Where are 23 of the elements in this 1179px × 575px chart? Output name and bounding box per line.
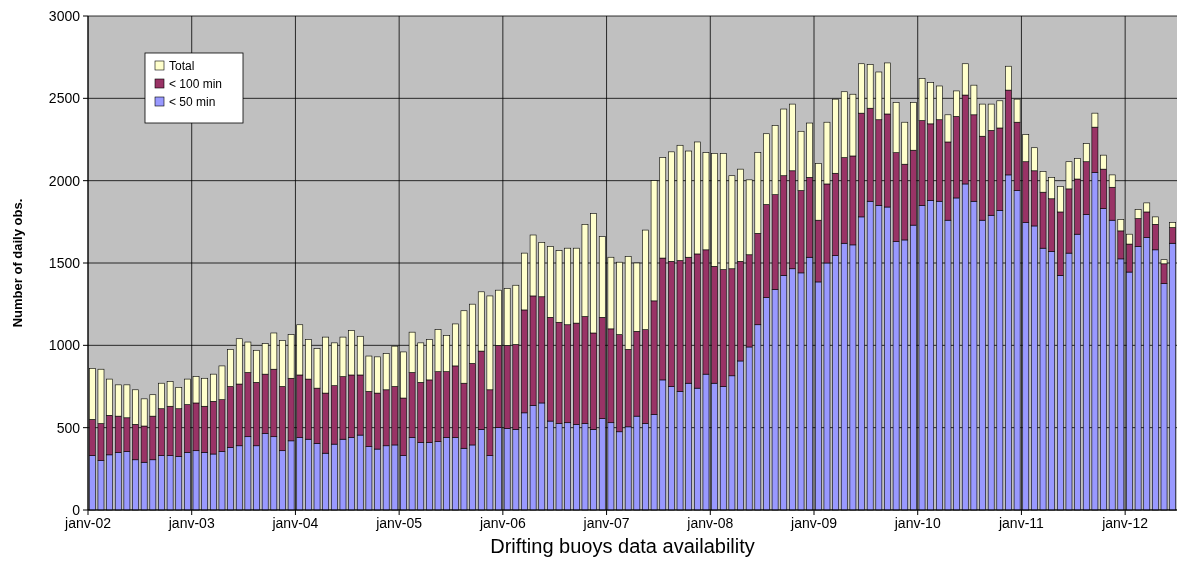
- x-tick-label: janv-08: [686, 515, 734, 531]
- x-tick-label: janv-10: [893, 515, 941, 531]
- y-tick-label: 2500: [48, 90, 81, 107]
- y-axis-title: Number of daily obs.: [10, 198, 25, 328]
- x-tick-label: janv-06: [478, 515, 527, 531]
- x-tick-label: janv-02: [64, 515, 112, 531]
- x-tick-label: janv-07: [582, 515, 630, 531]
- y-tick-label: 2000: [48, 172, 81, 189]
- x-tick-label: janv-09: [790, 515, 838, 531]
- x-tick-label: janv-12: [1101, 515, 1149, 531]
- y-tick-label: 3000: [48, 7, 81, 24]
- text: Drifting buoys data availability: [490, 535, 755, 557]
- y-tick-label: 1500: [48, 254, 81, 271]
- y-tick-label: 500: [56, 419, 81, 436]
- legend-label: < 50 min: [169, 95, 216, 110]
- y-tick-label: 1000: [48, 337, 81, 354]
- legend-label: Total: [169, 59, 195, 74]
- x-tick-label: janv-11: [997, 515, 1045, 531]
- legend-label: < 100 min: [169, 77, 223, 92]
- x-tick-label: janv-05: [375, 515, 423, 531]
- x-tick-label: janv-04: [271, 515, 319, 531]
- x-tick-label: janv-03: [167, 515, 215, 531]
- y-tick-label: 0: [72, 501, 81, 518]
